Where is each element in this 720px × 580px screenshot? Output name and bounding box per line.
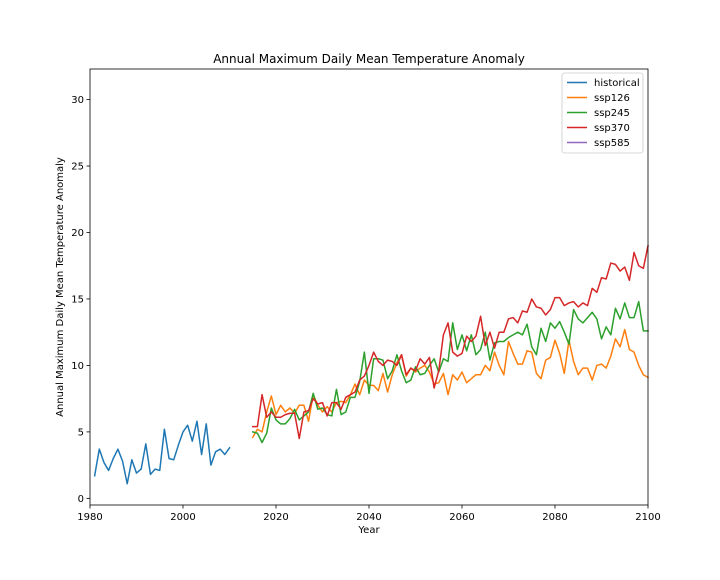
legend-label-historical: historical — [594, 78, 640, 89]
series-line-historical — [93, 420, 231, 485]
x-tick-label: 1980 — [77, 512, 102, 523]
legend-label-ssp126: ssp126 — [594, 93, 630, 104]
y-tick-label: 30 — [71, 95, 84, 106]
y-tick-label: 15 — [71, 294, 84, 305]
axes: 1980 2000 2020 2040 2060 2080 2100 0 5 10 15 20 25 30 — [71, 68, 661, 523]
series-line-ssp370 — [252, 244, 649, 440]
x-axis-label: Year — [357, 525, 380, 536]
chart-title: Annual Maximum Daily Mean Temperature An… — [213, 52, 525, 66]
y-tick-label: 0 — [78, 494, 84, 505]
plot-area — [93, 244, 650, 485]
series-line-ssp126 — [251, 328, 650, 439]
x-tick-label: 2060 — [449, 512, 474, 523]
legend-box — [561, 72, 644, 154]
x-tick-label: 2100 — [635, 512, 660, 523]
x-tick-label: 2000 — [170, 512, 195, 523]
x-tick-label: 2080 — [542, 512, 567, 523]
legend-label-ssp245: ssp245 — [594, 108, 630, 119]
y-tick-label: 20 — [71, 228, 84, 239]
y-axis-label: Annual Maximum Daily Mean Temperature An… — [55, 157, 66, 417]
legend-label-ssp370: ssp370 — [594, 123, 630, 134]
y-tick-label: 10 — [71, 361, 84, 372]
x-tick-label: 2020 — [263, 512, 288, 523]
y-tick-label: 5 — [78, 427, 84, 438]
x-tick-label: 2040 — [356, 512, 381, 523]
legend-label-ssp585: ssp585 — [594, 138, 630, 149]
legend: historical ssp126 ssp245 ssp370 ssp585 — [561, 72, 644, 154]
y-tick-label: 25 — [71, 162, 84, 173]
